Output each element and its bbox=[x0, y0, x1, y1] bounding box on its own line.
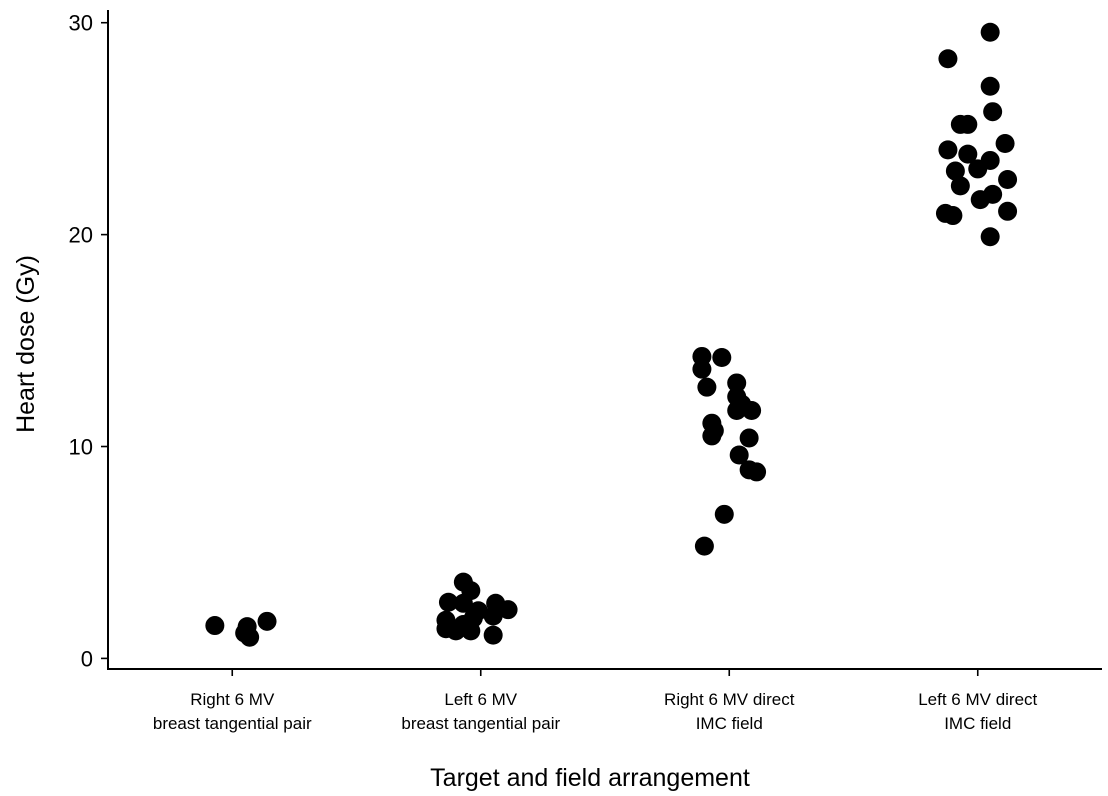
data-point bbox=[970, 190, 990, 210]
data-point bbox=[747, 462, 767, 482]
x-tick-label: IMC field bbox=[696, 714, 763, 733]
y-tick-label: 30 bbox=[69, 11, 93, 36]
x-axis-title: Target and field arrangement bbox=[430, 764, 750, 792]
y-axis-title: Heart dose (Gy) bbox=[12, 255, 40, 433]
data-point bbox=[692, 359, 712, 379]
data-point bbox=[257, 611, 277, 631]
x-tick-label: Right 6 MV direct bbox=[664, 690, 795, 709]
data-point bbox=[727, 373, 747, 393]
data-point bbox=[702, 426, 722, 446]
data-point bbox=[205, 616, 225, 636]
data-point bbox=[697, 377, 717, 397]
data-point bbox=[950, 176, 970, 196]
data-point bbox=[980, 22, 1000, 42]
x-axis-ticks: Right 6 MV breast tangential pair Left 6 M… bbox=[153, 669, 1038, 733]
data-points bbox=[205, 22, 1018, 647]
data-point bbox=[938, 140, 958, 160]
data-point bbox=[483, 625, 503, 645]
x-tick-label: breast tangential pair bbox=[401, 714, 560, 733]
data-point bbox=[438, 592, 458, 612]
x-tick-label: Left 6 MV direct bbox=[918, 690, 1037, 709]
y-tick-label: 20 bbox=[69, 223, 93, 248]
data-point bbox=[714, 504, 734, 524]
data-point bbox=[980, 227, 1000, 247]
data-point bbox=[968, 159, 988, 179]
data-point bbox=[945, 161, 965, 181]
data-point bbox=[938, 49, 958, 69]
data-point bbox=[943, 206, 963, 226]
y-tick-label: 10 bbox=[69, 435, 93, 460]
data-point bbox=[742, 400, 762, 420]
data-point bbox=[727, 400, 747, 420]
data-point bbox=[483, 606, 503, 626]
data-point bbox=[446, 621, 466, 641]
y-tick-label: 0 bbox=[81, 646, 93, 671]
data-point bbox=[461, 621, 481, 641]
data-point bbox=[998, 201, 1018, 221]
y-axis-ticks: 0 10 20 30 bbox=[69, 11, 108, 671]
data-point bbox=[998, 170, 1018, 190]
data-point bbox=[712, 348, 732, 368]
data-point bbox=[694, 536, 714, 556]
data-point bbox=[958, 144, 978, 164]
x-tick-label: Right 6 MV bbox=[190, 690, 275, 709]
data-point bbox=[983, 102, 1003, 122]
data-point bbox=[739, 428, 759, 448]
x-tick-label: IMC field bbox=[944, 714, 1011, 733]
data-point bbox=[995, 133, 1015, 153]
data-point bbox=[729, 445, 749, 465]
data-point bbox=[240, 627, 260, 647]
data-point bbox=[498, 600, 518, 620]
x-tick-label: breast tangential pair bbox=[153, 714, 312, 733]
data-point bbox=[980, 76, 1000, 96]
data-point bbox=[453, 593, 473, 613]
data-point bbox=[958, 114, 978, 134]
x-tick-label: Left 6 MV bbox=[444, 690, 517, 709]
